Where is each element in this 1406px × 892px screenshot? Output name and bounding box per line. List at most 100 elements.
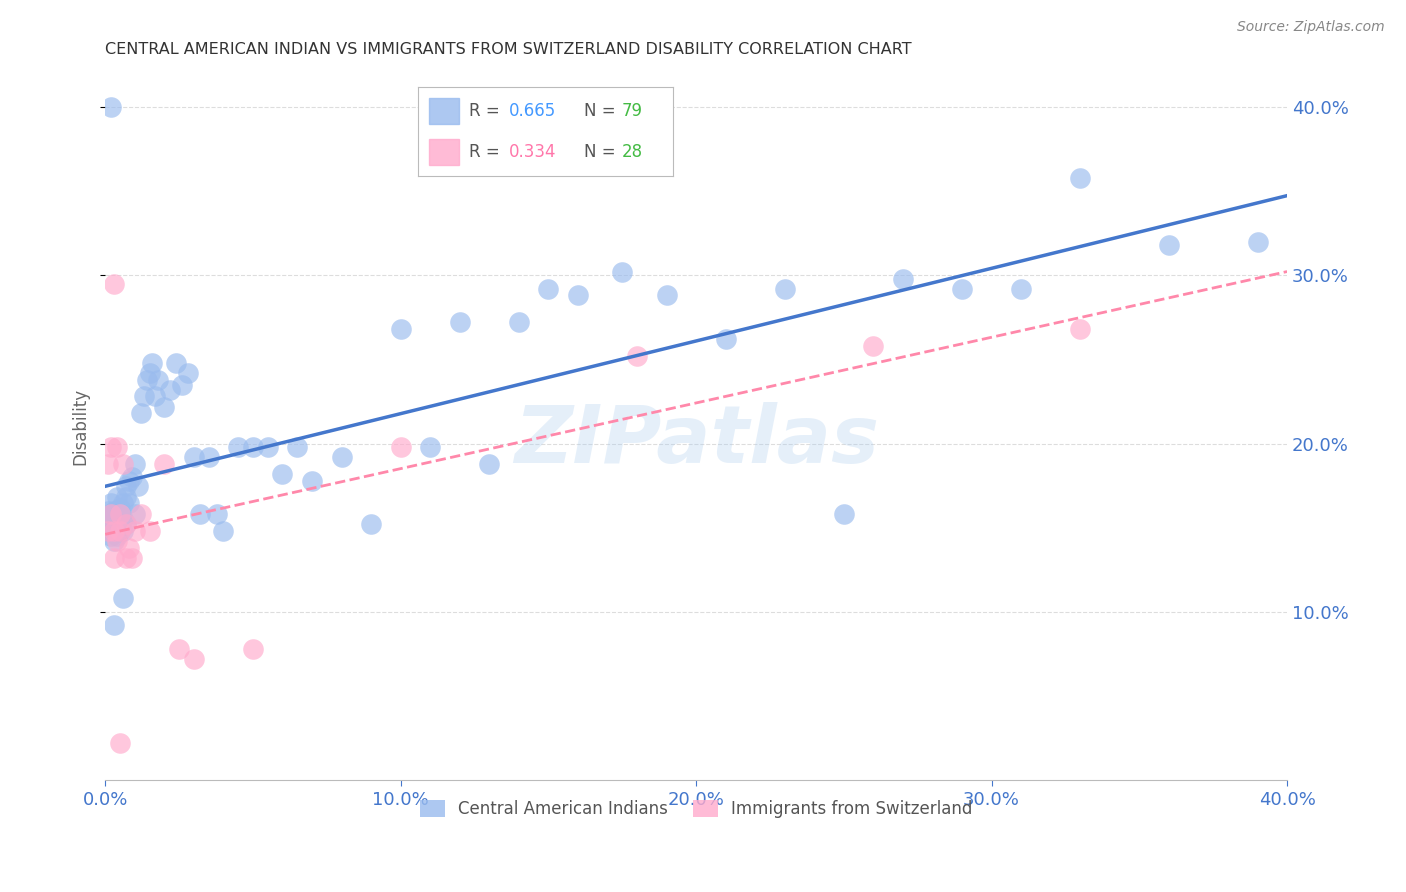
Point <box>115 517 138 532</box>
Point <box>103 524 125 538</box>
Point <box>773 282 796 296</box>
Point <box>170 377 193 392</box>
Point <box>567 288 589 302</box>
Point <box>108 524 131 538</box>
Point <box>242 642 264 657</box>
Point <box>115 491 138 505</box>
Point <box>100 521 122 535</box>
Point <box>108 524 131 538</box>
Legend: Central American Indians, Immigrants from Switzerland: Central American Indians, Immigrants fro… <box>413 794 979 825</box>
Point <box>97 504 120 518</box>
Point <box>271 467 294 481</box>
Point <box>207 508 229 522</box>
Point <box>97 524 120 538</box>
Point <box>360 517 382 532</box>
Point <box>655 288 678 302</box>
Point <box>159 383 181 397</box>
Point <box>105 491 128 505</box>
Point <box>103 512 125 526</box>
Point <box>118 474 141 488</box>
Point <box>183 450 205 464</box>
Point <box>612 265 634 279</box>
Point <box>105 524 128 538</box>
Point <box>862 339 884 353</box>
Point <box>127 478 149 492</box>
Point <box>105 440 128 454</box>
Point <box>100 529 122 543</box>
Point <box>121 470 143 484</box>
Point <box>118 541 141 555</box>
Point <box>124 457 146 471</box>
Point <box>111 591 134 606</box>
Point <box>103 524 125 538</box>
Point <box>1157 238 1180 252</box>
Point <box>153 457 176 471</box>
Point <box>1069 322 1091 336</box>
Point <box>115 517 138 532</box>
Point <box>108 736 131 750</box>
Point <box>950 282 973 296</box>
Point <box>153 400 176 414</box>
Point <box>626 349 648 363</box>
Point <box>105 512 128 526</box>
Point <box>100 508 122 522</box>
Point <box>1246 235 1268 249</box>
Point <box>108 512 131 526</box>
Point <box>212 524 235 538</box>
Point <box>97 457 120 471</box>
Point <box>167 642 190 657</box>
Point <box>97 524 120 538</box>
Point <box>105 521 128 535</box>
Point <box>118 495 141 509</box>
Point <box>108 508 131 522</box>
Point <box>105 529 128 543</box>
Point <box>537 282 560 296</box>
Point <box>145 389 167 403</box>
Point <box>714 332 737 346</box>
Point <box>124 524 146 538</box>
Point <box>100 100 122 114</box>
Point <box>129 406 152 420</box>
Point <box>103 504 125 518</box>
Point <box>135 373 157 387</box>
Point <box>111 457 134 471</box>
Point <box>508 315 530 329</box>
Point <box>138 524 160 538</box>
Point <box>100 508 122 522</box>
Point <box>148 373 170 387</box>
Y-axis label: Disability: Disability <box>72 388 89 466</box>
Point <box>108 500 131 515</box>
Point <box>115 551 138 566</box>
Point <box>111 524 134 538</box>
Point <box>389 322 412 336</box>
Point <box>103 534 125 549</box>
Point <box>138 366 160 380</box>
Point <box>449 315 471 329</box>
Point <box>188 508 211 522</box>
Text: CENTRAL AMERICAN INDIAN VS IMMIGRANTS FROM SWITZERLAND DISABILITY CORRELATION CH: CENTRAL AMERICAN INDIAN VS IMMIGRANTS FR… <box>105 42 912 57</box>
Point <box>1010 282 1032 296</box>
Point <box>111 512 134 526</box>
Point <box>242 440 264 454</box>
Point <box>478 457 501 471</box>
Point <box>100 495 122 509</box>
Point <box>177 366 200 380</box>
Point <box>111 495 134 509</box>
Point <box>100 440 122 454</box>
Point <box>832 508 855 522</box>
Point <box>226 440 249 454</box>
Point <box>103 517 125 532</box>
Point <box>129 508 152 522</box>
Point <box>103 277 125 291</box>
Point <box>141 356 163 370</box>
Point <box>97 512 120 526</box>
Point <box>419 440 441 454</box>
Point <box>256 440 278 454</box>
Point <box>103 551 125 566</box>
Point <box>121 551 143 566</box>
Point <box>124 508 146 522</box>
Point <box>330 450 353 464</box>
Point <box>301 474 323 488</box>
Point <box>197 450 219 464</box>
Point <box>108 508 131 522</box>
